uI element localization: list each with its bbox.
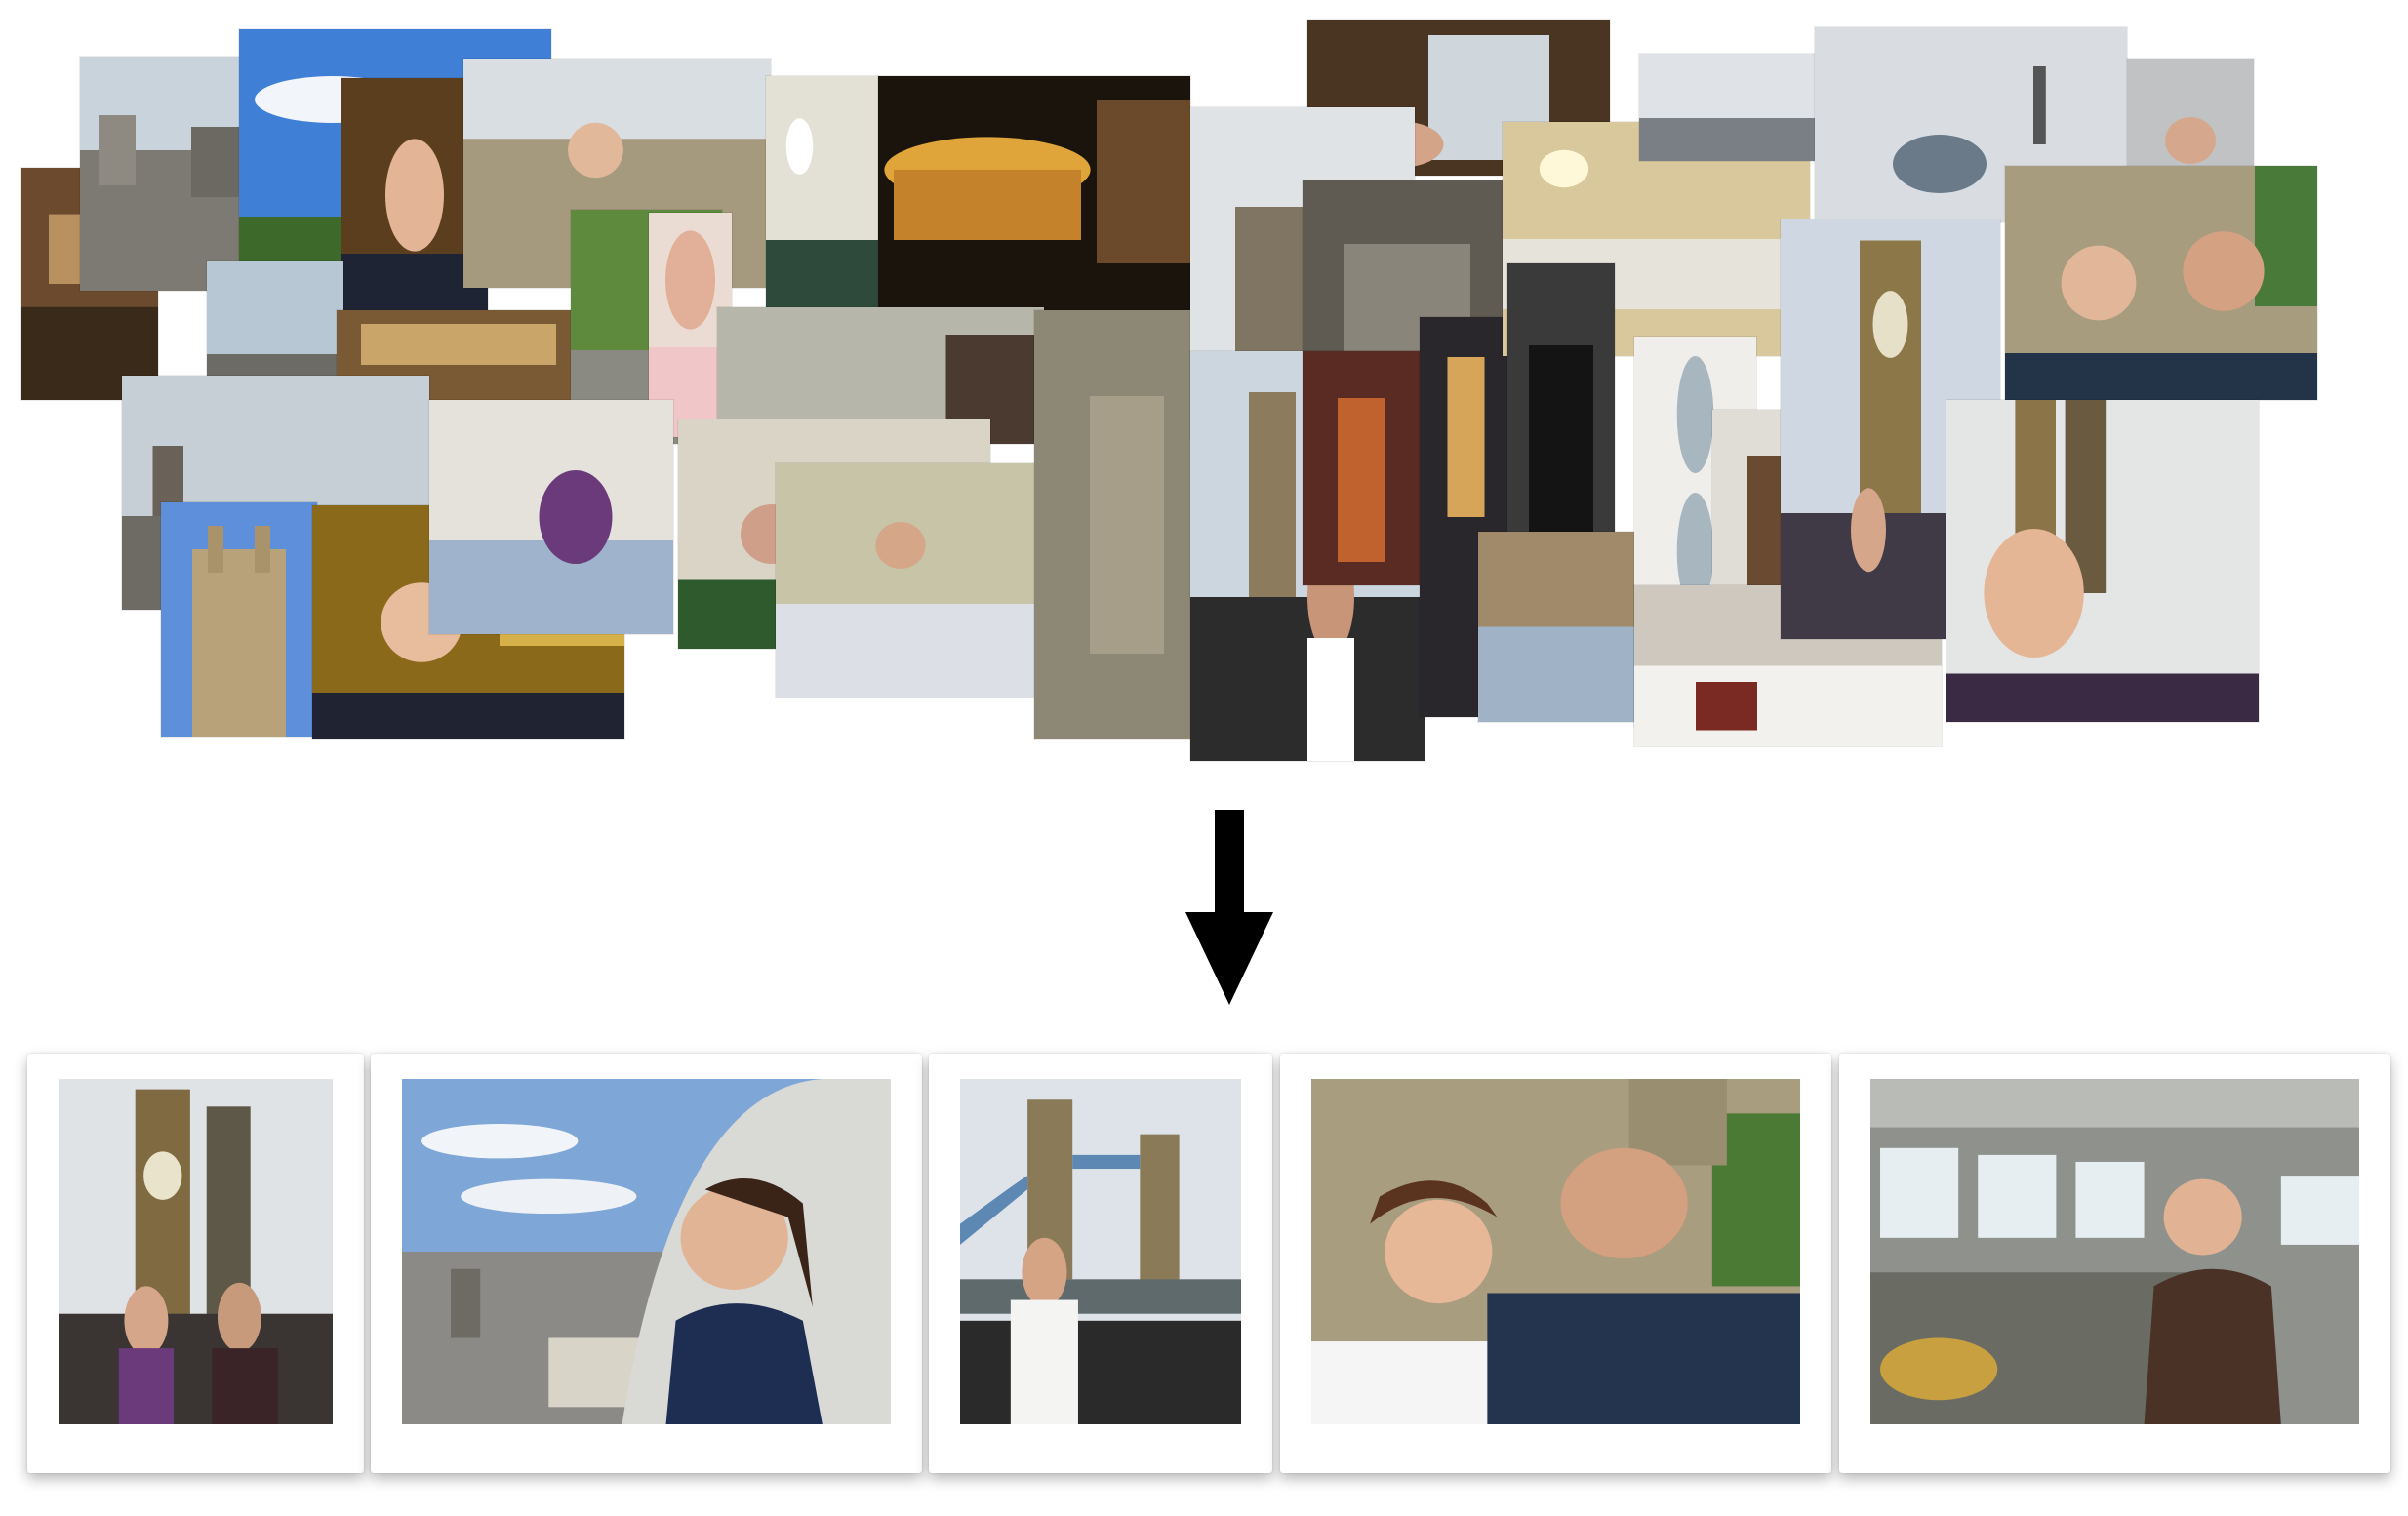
summary-card-big-ben: [27, 1054, 364, 1473]
photo-collage: [0, 0, 2408, 780]
collage-photo-carousel: [878, 76, 1190, 310]
down-arrow-icon: [1185, 810, 1273, 1005]
collage-photo-ship-rail: [2127, 59, 2254, 176]
summary-card-ship-bridge: [1839, 1054, 2390, 1473]
summary-card-london-eye: [371, 1054, 922, 1473]
collage-photo-ship-cabin: [766, 76, 878, 310]
collage-photo-bottle: [1303, 351, 1420, 585]
collage-photo-big-ben-smile: [1946, 400, 2259, 722]
summary-photo-ship-bridge: [1870, 1079, 2359, 1424]
collage-photo-bed: [429, 400, 673, 634]
summary-card-tower-selfie: [1280, 1054, 1831, 1473]
summary-card-tower-bridge: [929, 1054, 1272, 1473]
summary-photo-london-eye: [402, 1079, 891, 1424]
collage-photo-abbey: [161, 502, 317, 737]
collage-photo-tower-selfie: [2005, 166, 2317, 400]
collage-photo-officer: [1507, 263, 1615, 537]
summary-photo-big-ben: [59, 1079, 333, 1424]
collage-photo-street: [80, 57, 265, 291]
summary-photo-tower-bridge: [960, 1079, 1241, 1424]
collage-photo-girl-bed: [1478, 532, 1634, 722]
summary-photo-tower-selfie: [1311, 1079, 1800, 1424]
